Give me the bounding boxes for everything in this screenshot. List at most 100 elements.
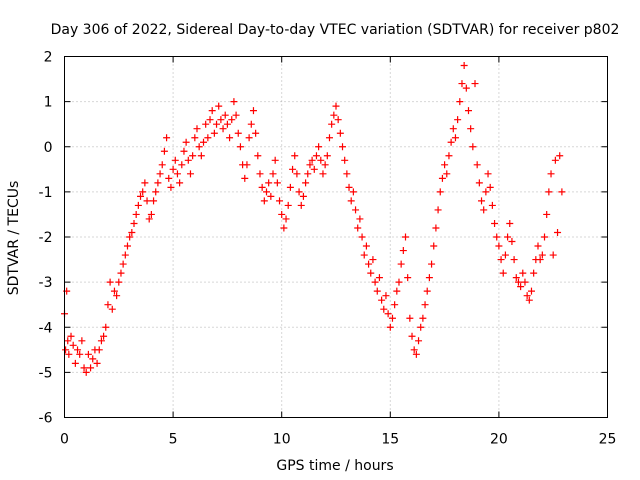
tick-labels: 0 5 10 15 20 25 -6 -5 -4 -3 -2 -1 0 1 2 — [39, 50, 617, 448]
data-point — [221, 111, 229, 119]
data-point — [417, 323, 425, 331]
data-point — [223, 120, 231, 128]
data-point — [551, 156, 559, 164]
x-tick-label: 25 — [599, 432, 617, 448]
data-point — [319, 170, 327, 178]
data-point — [521, 278, 529, 286]
data-point — [438, 174, 446, 182]
data-point — [299, 192, 307, 200]
data-point — [538, 251, 546, 259]
data-point — [197, 152, 205, 160]
data-point — [169, 165, 177, 173]
data-point — [399, 247, 407, 255]
data-point — [527, 287, 535, 295]
data-point — [247, 120, 255, 128]
data-point — [286, 183, 294, 191]
data-point — [219, 125, 227, 133]
data-point — [204, 134, 212, 142]
data-point — [154, 179, 162, 187]
data-point — [64, 337, 72, 345]
data-point — [362, 242, 370, 250]
data-point — [213, 120, 221, 128]
data-point — [558, 188, 566, 196]
data-point — [208, 107, 216, 115]
data-point — [104, 301, 112, 309]
data-point — [158, 161, 166, 169]
data-point — [517, 283, 525, 291]
data-point — [256, 170, 264, 178]
data-point — [501, 251, 509, 259]
data-point — [315, 143, 323, 151]
data-point — [510, 256, 518, 264]
data-point — [541, 233, 549, 241]
data-point — [265, 179, 273, 187]
data-point — [386, 323, 394, 331]
data-point — [269, 170, 277, 178]
data-point — [206, 116, 214, 124]
data-point — [328, 120, 336, 128]
data-point — [80, 364, 88, 372]
data-point — [404, 274, 412, 282]
data-point — [236, 143, 244, 151]
data-point — [371, 278, 379, 286]
data-point — [215, 102, 223, 110]
data-point — [173, 170, 181, 178]
data-point — [547, 170, 555, 178]
data-point — [354, 224, 362, 232]
data-point — [493, 233, 501, 241]
data-point — [241, 174, 249, 182]
data-point — [243, 161, 251, 169]
y-tick-label: -4 — [39, 320, 53, 336]
data-point — [189, 152, 197, 160]
data-point — [408, 332, 416, 340]
data-points — [61, 62, 566, 376]
data-point — [310, 165, 318, 173]
data-point — [102, 323, 110, 331]
data-point — [297, 201, 305, 209]
data-point — [278, 210, 286, 218]
data-point — [134, 201, 142, 209]
y-tick-label: 1 — [44, 95, 53, 111]
data-point — [367, 269, 375, 277]
tick-layer — [64, 56, 608, 418]
data-point — [121, 251, 129, 259]
data-point — [106, 278, 114, 286]
grid-layer — [64, 56, 608, 418]
data-point — [430, 242, 438, 250]
data-point — [488, 201, 496, 209]
data-point — [182, 138, 190, 146]
data-point — [193, 125, 201, 133]
data-point — [349, 188, 357, 196]
data-point — [388, 314, 396, 322]
data-point — [87, 364, 95, 372]
data-point — [284, 201, 292, 209]
data-point — [141, 179, 149, 187]
data-point — [200, 138, 208, 146]
data-point — [321, 161, 329, 169]
data-point — [432, 224, 440, 232]
data-point — [186, 170, 194, 178]
data-point — [271, 156, 279, 164]
data-point — [467, 125, 475, 133]
data-point — [397, 260, 405, 268]
data-point — [460, 62, 468, 70]
data-point — [393, 287, 401, 295]
data-point — [480, 206, 488, 214]
data-point — [304, 170, 312, 178]
data-point — [508, 238, 516, 246]
data-point — [62, 346, 70, 354]
data-point — [84, 350, 92, 358]
data-point — [280, 224, 288, 232]
data-point — [419, 314, 427, 322]
data-point — [184, 156, 192, 164]
data-point — [462, 84, 470, 92]
data-point — [67, 332, 75, 340]
data-point — [495, 242, 503, 250]
data-point — [458, 80, 466, 88]
data-point — [132, 210, 140, 218]
data-point — [334, 116, 342, 124]
data-point — [156, 170, 164, 178]
data-point — [228, 116, 236, 124]
data-point — [382, 292, 390, 300]
